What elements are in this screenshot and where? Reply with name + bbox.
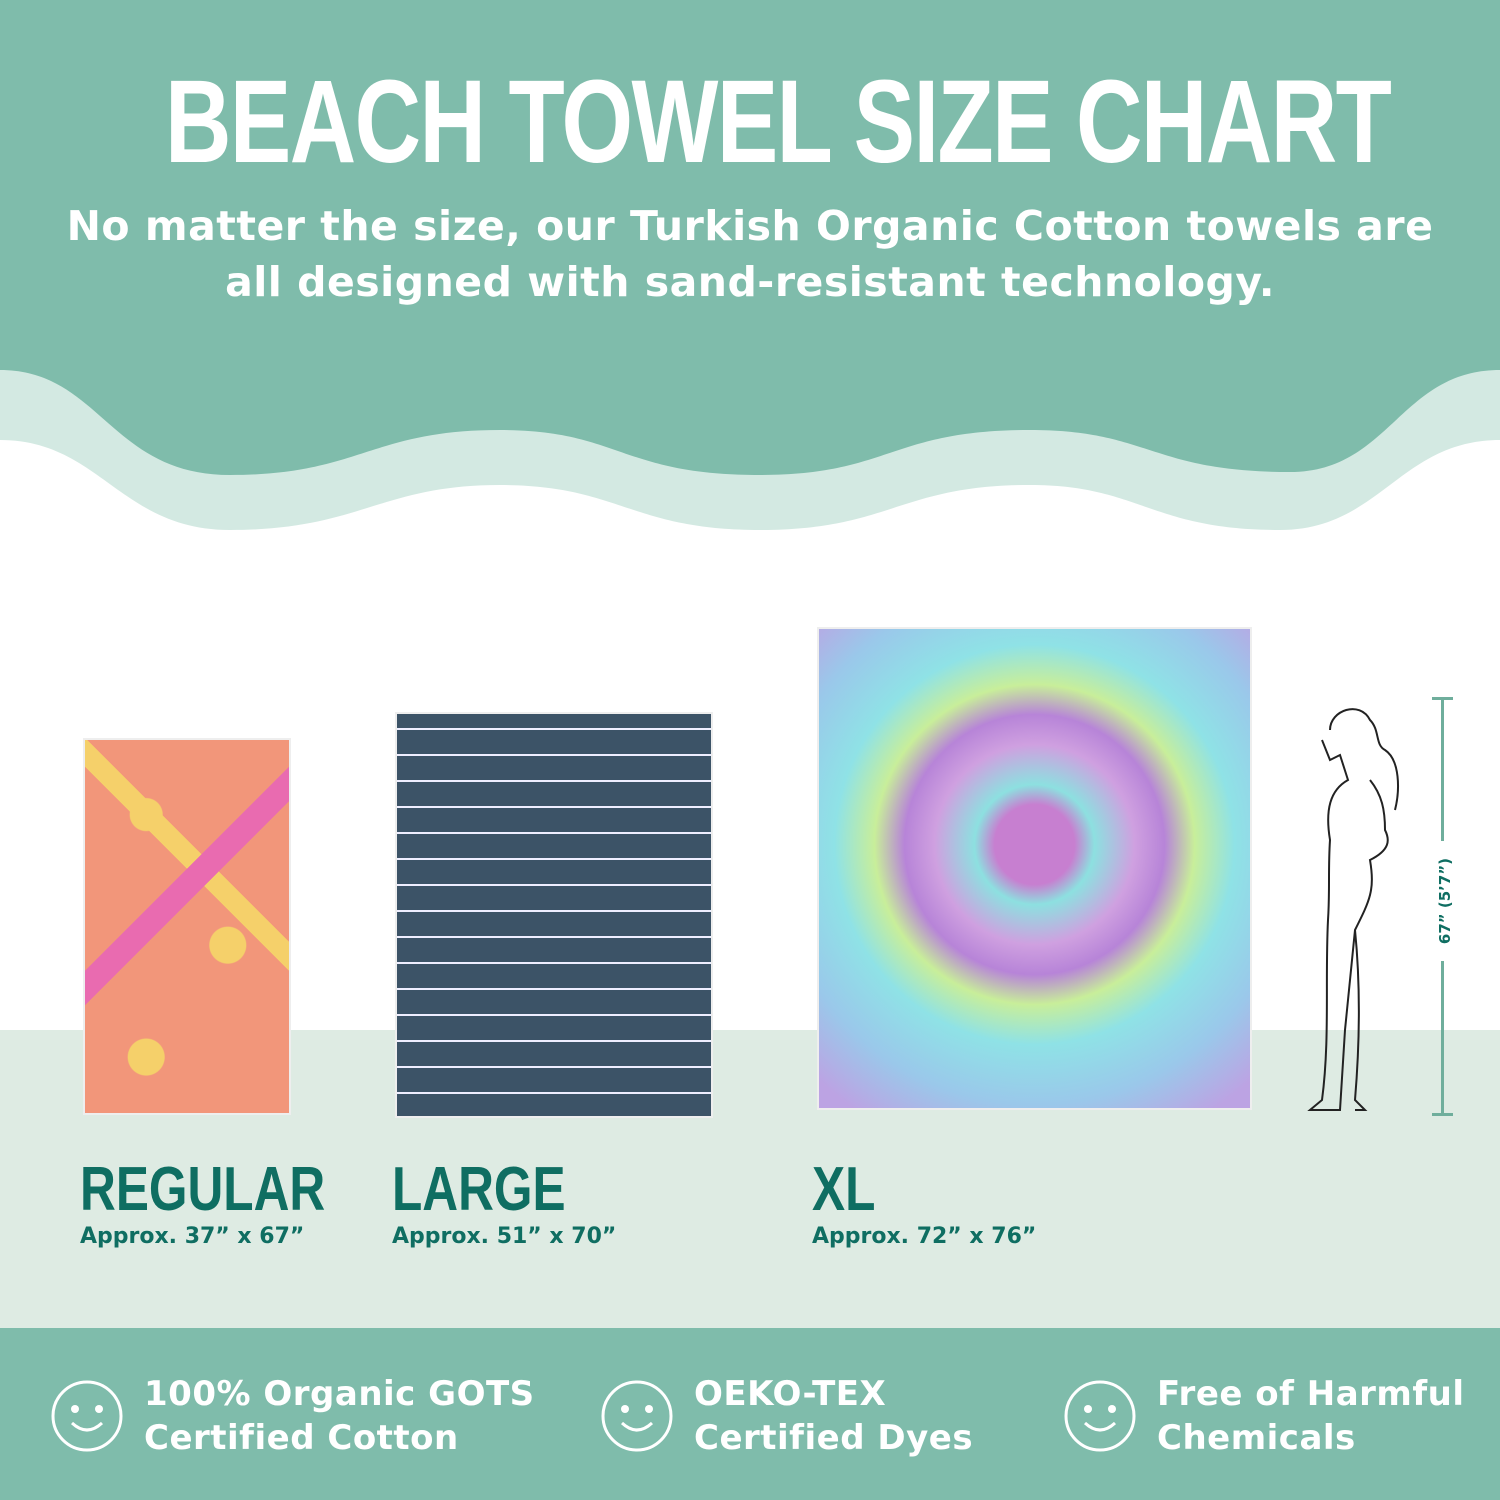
wave-header-background xyxy=(0,0,1500,530)
badge-oeko-tex: OEKO-TEX Certified Dyes xyxy=(600,1372,973,1460)
badge-line1: OEKO-TEX xyxy=(694,1374,887,1414)
xl-towel-image xyxy=(817,627,1252,1110)
size-name-regular: REGULAR xyxy=(80,1155,326,1224)
measure-cap-top xyxy=(1432,697,1453,700)
measure-cap-bottom xyxy=(1432,1113,1453,1116)
size-name-xl: XL xyxy=(812,1155,876,1224)
size-dimensions-large: Approx. 51” x 70” xyxy=(392,1224,617,1249)
large-towel-image xyxy=(395,712,713,1118)
badge-line1: Free of Harmful xyxy=(1157,1374,1465,1414)
regular-towel-image xyxy=(83,738,291,1115)
badge-chemical-free: Free of Harmful Chemicals xyxy=(1063,1372,1465,1460)
features-footer xyxy=(0,1328,1500,1500)
smiley-icon xyxy=(1064,1380,1136,1452)
badge-line2: Certified Cotton xyxy=(144,1418,459,1458)
size-name-large: LARGE xyxy=(392,1155,566,1224)
badge-organic-cotton: 100% Organic GOTS Certified Cotton xyxy=(50,1372,535,1460)
smiley-icon xyxy=(601,1380,673,1452)
page-subtitle: No matter the size, our Turkish Organic … xyxy=(66,202,1434,306)
badge-line1: 100% Organic GOTS xyxy=(144,1374,535,1414)
size-dimensions-xl: Approx. 72” x 76” xyxy=(812,1224,1037,1249)
woman-figure-illustration xyxy=(1307,708,1399,1111)
height-label: 67” (5’7”) xyxy=(1436,841,1454,961)
badge-line2: Certified Dyes xyxy=(694,1418,974,1458)
page-title: BEACH TOWEL SIZE CHART xyxy=(165,56,1392,188)
smiley-icon xyxy=(51,1380,123,1452)
size-dimensions-regular: Approx. 37” x 67” xyxy=(80,1224,305,1249)
badge-line2: Chemicals xyxy=(1157,1418,1356,1458)
